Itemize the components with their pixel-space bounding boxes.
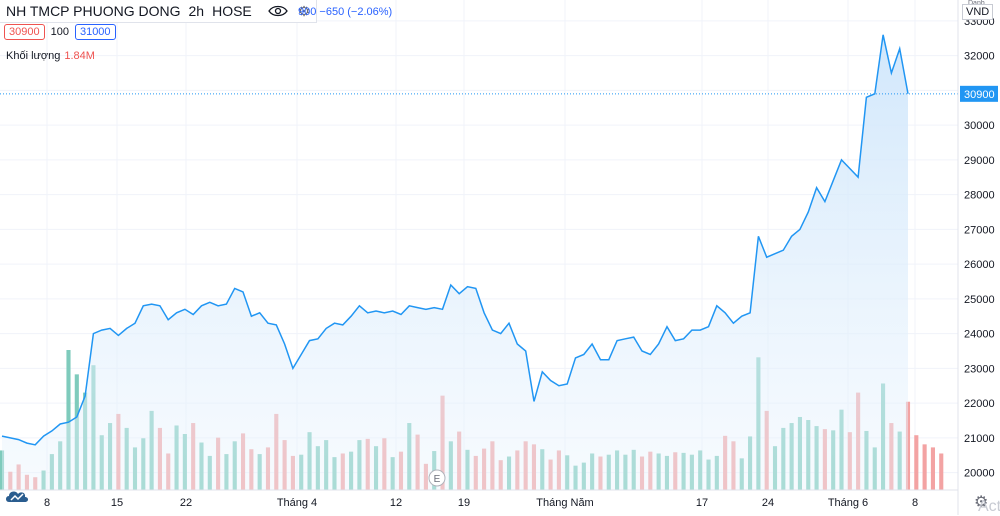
- volume-bar: [922, 444, 927, 490]
- y-tick-label: 25000: [964, 294, 995, 306]
- price-change: 900 −650 (−2.06%): [298, 6, 393, 18]
- interval-label: 2h: [188, 3, 205, 19]
- volume-label: Khối lượng: [6, 50, 61, 62]
- symbol-name: NH TMCP PHUONG DONG: [6, 3, 181, 19]
- x-tick-label: 12: [390, 497, 402, 509]
- price-axis[interactable]: 20000 21000 22000 23000 24000 25000 26000 27000…: [957, 0, 998, 515]
- y-tick-label: 21000: [964, 433, 995, 445]
- axis-cut-label: Danh: [968, 0, 985, 7]
- x-tick-label: 24: [762, 497, 774, 509]
- event-marker[interactable]: E: [428, 469, 446, 487]
- y-tick-label: 24000: [964, 329, 995, 341]
- x-tick-label: Tháng 6: [828, 497, 868, 509]
- cloud-logo-icon[interactable]: [4, 486, 30, 508]
- y-tick-label: 29000: [964, 155, 995, 167]
- price-area: [2, 34, 908, 491]
- y-tick-label: 26000: [964, 259, 995, 271]
- volume-bar: [939, 453, 944, 490]
- x-tick-label: Tháng Năm: [536, 497, 593, 509]
- y-tick-label: 28000: [964, 190, 995, 202]
- event-marker-label: E: [434, 474, 441, 485]
- y-tick-label: 27000: [964, 224, 995, 236]
- volume-legend: Khối lượng 1.84M: [6, 50, 95, 62]
- gear-icon[interactable]: ⚙: [297, 2, 311, 19]
- gear-icon[interactable]: ⚙: [974, 494, 989, 511]
- last-price-tag: [960, 85, 998, 102]
- x-tick-label: 22: [180, 497, 192, 509]
- y-tick-label: 20000: [964, 468, 995, 480]
- x-tick-label: 8: [912, 497, 918, 509]
- x-tick-label: 8: [44, 497, 50, 509]
- y-tick-label: 30000: [964, 120, 995, 132]
- volume-bar: [66, 350, 71, 490]
- bid-button[interactable]: 30900: [4, 24, 45, 40]
- ask-button[interactable]: 31000: [74, 24, 116, 40]
- y-tick-label: 23000: [964, 363, 995, 375]
- y-tick-label: 32000: [964, 51, 995, 63]
- currency-button[interactable]: VND: [962, 4, 994, 20]
- eye-icon[interactable]: [267, 4, 288, 18]
- x-tick-label: Tháng 4: [277, 497, 317, 509]
- x-tick-label: 19: [458, 497, 470, 509]
- y-tick-label: 22000: [964, 398, 995, 410]
- volume-bar: [930, 447, 935, 490]
- volume-bar: [914, 435, 919, 490]
- x-tick-label: 15: [111, 497, 123, 509]
- time-axis[interactable]: 8 15 22 Tháng 4 12 19 Tháng Năm 17 24 Tháng 6 8: [0, 489, 958, 509]
- symbol-legend[interactable]: NH TMCP PHUONG DONG 2h HOSE ⚙: [0, 0, 318, 23]
- spread-value: 100: [50, 26, 69, 38]
- last-price-label: 30900: [964, 89, 995, 101]
- volume-value: 1.84M: [64, 50, 95, 62]
- exchange-label: HOSE: [212, 3, 252, 19]
- watermark-text: Actu: [978, 498, 1000, 515]
- bid-ask-panel[interactable]: 30900 100 31000: [4, 24, 116, 40]
- price-line: [1, 34, 909, 446]
- x-tick-label: 17: [696, 497, 708, 509]
